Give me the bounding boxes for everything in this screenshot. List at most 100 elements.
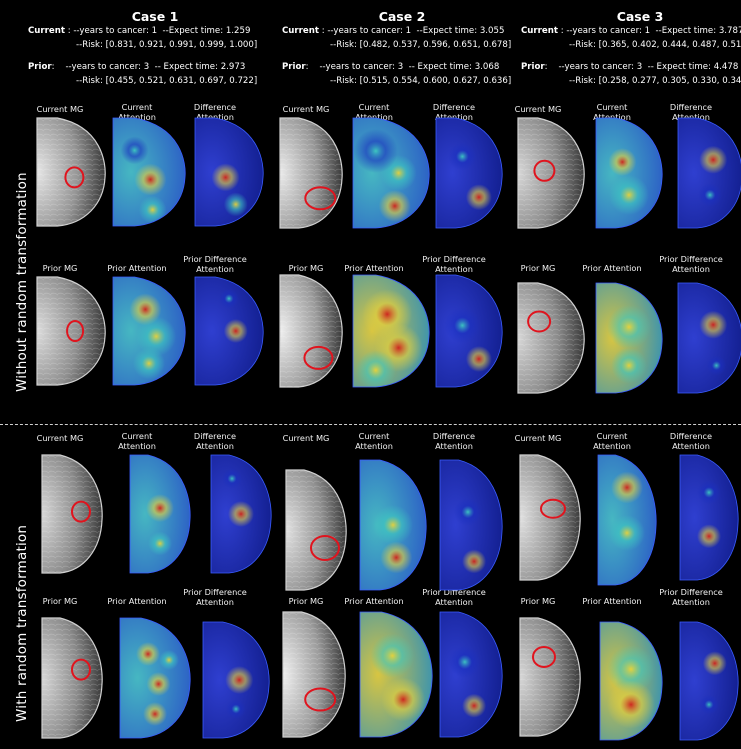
panel-label-line: Current bbox=[596, 102, 628, 112]
panel-label-line: Attention bbox=[672, 111, 710, 122]
panel-label-r3-c1-3: Difference Attention bbox=[174, 431, 256, 451]
case-1-prior-label: Prior bbox=[28, 62, 52, 72]
case-2-current-label: Current bbox=[282, 26, 319, 36]
panel-label-line: Difference bbox=[432, 431, 476, 441]
panel-label-line: Attention bbox=[672, 440, 710, 451]
case1-difference-attention-rt bbox=[210, 454, 272, 574]
case3-difference-attention bbox=[677, 117, 741, 229]
panel-label-r4-c3-3: Prior Difference Attention bbox=[650, 587, 732, 607]
case2-current-attention-rt bbox=[359, 459, 427, 591]
case-3-current-label: Current bbox=[521, 26, 558, 36]
panel-label-r1-c2-1: Current MG bbox=[265, 104, 347, 115]
case2-difference-attention bbox=[435, 117, 503, 229]
panel-label-line: Prior Attention bbox=[582, 596, 642, 606]
case1-current-attention bbox=[112, 117, 186, 227]
panel-label-line: Current bbox=[121, 102, 153, 112]
case3-prior-mg-rt bbox=[519, 617, 581, 737]
case-3-current-line2: --Risk: [0.365, 0.402, 0.444, 0.487, 0.5… bbox=[569, 39, 741, 51]
lesion-circle bbox=[66, 320, 85, 342]
panel-label-line: Difference bbox=[669, 102, 713, 112]
panel-label-line: Attention bbox=[118, 440, 156, 451]
section-label-with: With random transformation bbox=[14, 524, 30, 722]
panel-label-line: Attention bbox=[118, 111, 156, 122]
panel-label-line: Prior MG bbox=[288, 596, 324, 606]
case-2-prior-line1-text: : --years to cancer: 3 -- Expect time: 3… bbox=[305, 62, 500, 72]
panel-label-line: Current bbox=[358, 102, 390, 112]
panel-label-line: Attention bbox=[355, 111, 393, 122]
case1-prior-mg bbox=[36, 276, 106, 386]
case-1-current-line1-text: : --years to cancer: 1 --Expect time: 1.… bbox=[64, 26, 251, 36]
case1-prior-difference-attention bbox=[194, 276, 264, 386]
panel-label-line: Prior MG bbox=[288, 263, 324, 273]
case-3-current-line1-text: : --years to cancer: 1 --Expect time: 3.… bbox=[557, 26, 741, 36]
case2-prior-mg bbox=[279, 274, 343, 388]
panel-label-line: Prior Difference bbox=[422, 587, 486, 597]
case-3-prior-line1: Prior: --years to cancer: 3 -- Expect ti… bbox=[521, 61, 738, 73]
panel-label-r1-c2-3: Difference Attention bbox=[413, 102, 495, 122]
panel-label-line: Current MG bbox=[282, 104, 330, 114]
case3-difference-attention-rt bbox=[679, 454, 739, 581]
lesion-circle bbox=[71, 658, 91, 681]
panel-label-r2-c3-2: Prior Attention bbox=[571, 263, 653, 274]
panel-label-line: Attention bbox=[435, 263, 473, 274]
case3-prior-mg bbox=[517, 282, 585, 394]
panel-label-r2-c1-3: Prior Difference Attention bbox=[174, 254, 256, 274]
case3-current-mg bbox=[517, 117, 585, 229]
panel-label-line: Difference bbox=[432, 102, 476, 112]
panel-label-line: Attention bbox=[672, 263, 710, 274]
panel-label-r4-c1-2: Prior Attention bbox=[96, 596, 178, 607]
lesion-circle bbox=[527, 310, 552, 333]
panel-label-line: Current MG bbox=[282, 433, 330, 443]
panel-label-line: Prior Difference bbox=[659, 587, 723, 597]
panel-label-line: Prior MG bbox=[520, 596, 556, 606]
panel-label-line: Prior Attention bbox=[107, 596, 167, 606]
panel-label-line: Prior Difference bbox=[659, 254, 723, 264]
case2-prior-mg-rt bbox=[282, 611, 346, 738]
panel-label-r2-c1-2: Prior Attention bbox=[96, 263, 178, 274]
panel-label-line: Prior MG bbox=[42, 263, 78, 273]
panel-label-r4-c3-2: Prior Attention bbox=[571, 596, 653, 607]
case-3-prior-label: Prior bbox=[521, 62, 545, 72]
lesion-circle bbox=[533, 159, 556, 182]
panel-label-r1-c1-1: Current MG bbox=[19, 104, 101, 115]
case-1-current-line2-text: --Risk: [0.831, 0.921, 0.991, 0.999, 1.0… bbox=[76, 40, 258, 50]
panel-label-r4-c1-1: Prior MG bbox=[19, 596, 101, 607]
panel-label-line: Attention bbox=[593, 111, 631, 122]
case-3-prior-line2: --Risk: [0.258, 0.277, 0.305, 0.330, 0.3… bbox=[569, 75, 741, 87]
case-2-current-line1-text: : --years to cancer: 1 --Expect time: 3.… bbox=[318, 26, 505, 36]
case1-current-attention-rt bbox=[129, 454, 191, 574]
case1-difference-attention bbox=[194, 117, 264, 227]
case3-prior-attention-rt bbox=[599, 621, 663, 741]
panel-label-r2-c3-1: Prior MG bbox=[497, 263, 579, 274]
case2-prior-difference-attention bbox=[435, 274, 503, 388]
panel-label-line: Current bbox=[596, 431, 628, 441]
panel-label-line: Attention bbox=[435, 596, 473, 607]
panel-label-line: Difference bbox=[193, 431, 237, 441]
panel-label-r3-c1-1: Current MG bbox=[19, 433, 101, 444]
panel-label-line: Attention bbox=[196, 111, 234, 122]
panel-label-line: Attention bbox=[435, 440, 473, 451]
case-2-current-line2: --Risk: [0.482, 0.537, 0.596, 0.651, 0.6… bbox=[330, 39, 511, 51]
lesion-circle bbox=[310, 535, 340, 561]
panel-label-line: Attention bbox=[196, 263, 234, 274]
lesion-circle bbox=[64, 166, 85, 189]
panel-label-line: Prior Difference bbox=[183, 254, 247, 264]
panel-label-line: Prior Attention bbox=[107, 263, 167, 273]
panel-label-line: Prior Difference bbox=[183, 587, 247, 597]
panel-label-r2-c2-1: Prior MG bbox=[265, 263, 347, 274]
panel-label-r4-c1-3: Prior Difference Attention bbox=[174, 587, 256, 607]
panel-label-line: Current bbox=[121, 431, 153, 441]
panel-label-r1-c3-3: Difference Attention bbox=[650, 102, 732, 122]
case2-difference-attention-rt bbox=[439, 459, 503, 591]
lesion-circle bbox=[304, 687, 337, 712]
lesion-circle bbox=[540, 498, 566, 519]
panel-label-line: Prior MG bbox=[520, 263, 556, 273]
panel-label-line: Current MG bbox=[514, 433, 562, 443]
case-3-current-line1: Current : --years to cancer: 1 --Expect … bbox=[521, 25, 741, 37]
lesion-circle bbox=[304, 186, 337, 211]
case-2-prior-line2-text: --Risk: [0.515, 0.554, 0.600, 0.627, 0.6… bbox=[330, 76, 512, 86]
case-title-3: Case 3 bbox=[616, 9, 664, 24]
case1-prior-attention bbox=[112, 276, 186, 386]
case3-current-attention bbox=[595, 117, 663, 229]
case-title-2: Case 2 bbox=[378, 9, 426, 24]
